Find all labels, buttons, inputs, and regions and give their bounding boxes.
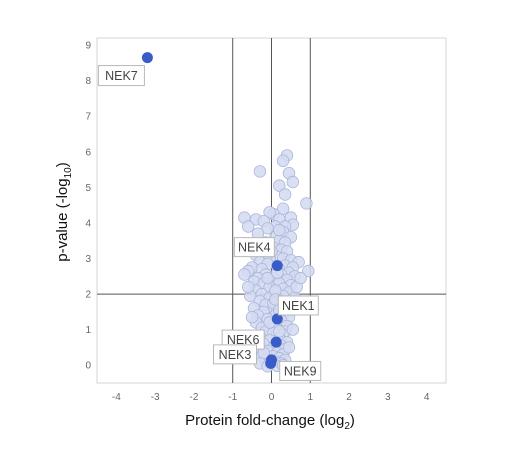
data-point	[263, 206, 276, 219]
data-point	[282, 341, 296, 354]
data-point	[261, 271, 274, 285]
x-axis-title-close: )	[350, 412, 355, 429]
y-axis-title-sub: 10	[63, 167, 74, 179]
label-text: NEK6	[227, 333, 260, 347]
y-axis-title-close: )	[54, 162, 71, 167]
data-point	[238, 268, 251, 281]
data-point	[273, 223, 286, 237]
data-point	[300, 197, 313, 210]
y-axis-title: p-value (-log10)	[54, 162, 74, 262]
label-text: NEK7	[105, 69, 138, 83]
label-nek4: NEK4	[233, 237, 275, 258]
data-point	[278, 188, 292, 201]
label-nek1: NEK1	[277, 295, 319, 316]
label-text: NEK9	[284, 364, 317, 378]
highlighted-points	[141, 52, 283, 369]
label-nek9: NEK9	[279, 360, 322, 381]
data-point	[273, 179, 286, 192]
label-nek3: NEK3	[213, 344, 257, 365]
x-tick-label: 1	[307, 392, 313, 403]
highlight-point-nek1	[271, 313, 283, 325]
highlight-point-nek4	[271, 260, 283, 272]
label-box	[97, 65, 145, 87]
y-tick-label: 1	[85, 325, 91, 336]
data-point	[286, 175, 300, 189]
y-tick-label: 7	[85, 112, 91, 123]
y-tick-label: 4	[85, 218, 91, 229]
x-axis-title-sub: 2	[344, 421, 350, 432]
y-tick-label: 0	[85, 361, 91, 372]
label-nek6: NEK6	[221, 329, 265, 350]
x-tick-label: -2	[189, 392, 198, 403]
y-tick-labels: 0 1 2 3 4 5 6 7 8 9	[85, 41, 91, 372]
label-text: NEK1	[282, 299, 315, 313]
x-tick-label: -3	[151, 392, 160, 403]
label-nek7: NEK7	[97, 65, 145, 87]
y-tick-label: 3	[85, 254, 91, 265]
highlight-point-nek9	[265, 357, 277, 369]
y-tick-label: 5	[85, 183, 91, 194]
x-tick-label: 4	[424, 392, 430, 403]
data-point	[273, 325, 286, 338]
data-point	[241, 280, 255, 294]
data-point	[276, 202, 290, 215]
data-point	[241, 220, 255, 233]
label-box	[213, 344, 257, 365]
data-point	[294, 271, 307, 285]
x-tick-label: 3	[385, 392, 391, 403]
data-point	[245, 311, 259, 324]
x-tick-label: 2	[346, 392, 352, 403]
x-tick-label: -4	[112, 392, 121, 403]
y-tick-label: 8	[85, 76, 91, 87]
x-axis-title: Protein fold-change (log2)	[185, 412, 355, 432]
y-tick-label: 2	[85, 290, 91, 301]
highlight-point-nek6	[270, 336, 282, 348]
label-box	[279, 360, 322, 381]
data-point	[276, 154, 290, 167]
y-axis-title-main: p-value (-log	[54, 178, 71, 261]
label-text: NEK4	[238, 241, 271, 255]
y-tick-label: 6	[85, 147, 91, 158]
x-tick-label: 0	[269, 392, 275, 403]
label-box	[233, 237, 275, 258]
y-tick-label: 9	[85, 41, 91, 52]
data-point	[302, 264, 315, 278]
label-box	[277, 295, 319, 316]
x-tick-labels: -4 -3 -2 -1 0 1 2 3 4	[112, 392, 430, 403]
label-text: NEK3	[219, 348, 252, 362]
x-tick-label: -1	[228, 392, 237, 403]
data-point	[253, 165, 267, 178]
x-axis-title-main: Protein fold-change (log	[185, 412, 344, 429]
data-point	[286, 323, 300, 336]
highlight-point-nek7	[141, 52, 153, 64]
